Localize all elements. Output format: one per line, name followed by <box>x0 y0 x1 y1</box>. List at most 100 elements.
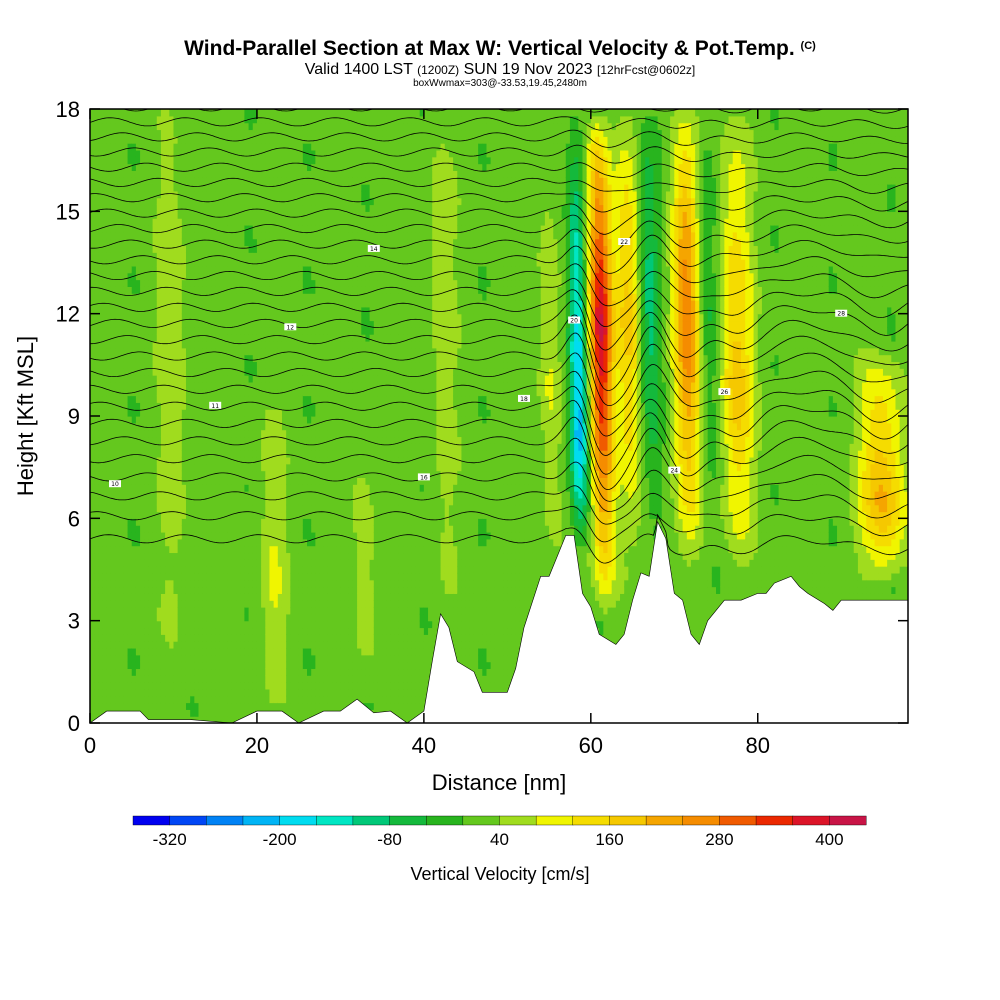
field-cell <box>156 416 162 424</box>
field-cell <box>223 238 229 247</box>
field-cell <box>119 525 124 533</box>
field-cell <box>269 211 275 219</box>
field-cell <box>156 265 162 274</box>
field-cell <box>98 286 104 294</box>
field-cell <box>98 109 104 117</box>
field-cell <box>102 184 108 192</box>
field-cell <box>252 566 258 574</box>
field-cell <box>165 197 170 206</box>
field-cell <box>219 422 225 431</box>
field-cell <box>148 340 154 349</box>
field-cell <box>252 231 258 240</box>
field-cell <box>152 531 158 540</box>
field-cell <box>165 552 170 560</box>
field-cell <box>98 381 104 390</box>
field-cell <box>106 306 112 315</box>
field-cell <box>269 702 275 710</box>
field-cell <box>106 627 112 635</box>
field-cell <box>240 231 246 240</box>
field-cell <box>98 238 104 247</box>
field-cell <box>177 675 183 683</box>
field-cell <box>102 231 108 240</box>
field-cell <box>185 224 191 233</box>
field-cell <box>290 647 296 656</box>
field-cell <box>290 293 296 301</box>
field-cell <box>148 675 154 683</box>
field-cell <box>110 484 116 492</box>
field-cell <box>211 218 216 226</box>
field-cell <box>198 607 204 615</box>
field-cell <box>211 647 216 656</box>
field-cell <box>298 668 304 676</box>
field-cell <box>131 627 137 635</box>
field-cell <box>240 436 246 444</box>
field-cell <box>190 163 195 171</box>
field-cell <box>211 149 216 158</box>
field-cell <box>269 518 275 526</box>
field-cell <box>90 627 95 635</box>
field-cell <box>277 552 283 560</box>
field-cell <box>119 613 124 622</box>
field-cell <box>269 463 275 472</box>
field-cell <box>202 293 208 301</box>
field-cell <box>165 306 170 315</box>
field-cell <box>219 381 225 390</box>
field-cell <box>252 436 258 444</box>
field-cell <box>311 484 316 492</box>
field-cell <box>311 552 316 560</box>
field-cell <box>302 238 308 247</box>
field-cell <box>94 538 99 547</box>
field-cell <box>298 334 304 342</box>
field-cell <box>240 313 246 322</box>
field-cell <box>169 620 175 629</box>
field-cell <box>248 675 254 683</box>
field-cell <box>106 327 112 335</box>
field-cell <box>231 306 237 315</box>
field-cell <box>90 211 95 219</box>
field-cell <box>307 361 312 369</box>
field-cell <box>223 709 229 717</box>
field-cell <box>252 661 258 670</box>
field-cell <box>194 334 200 342</box>
field-cell <box>194 327 200 335</box>
field-cell <box>240 320 246 328</box>
field-cell <box>236 327 241 335</box>
field-cell <box>231 327 237 335</box>
field-cell <box>123 327 129 335</box>
field-cell <box>227 695 233 704</box>
field-cell <box>281 122 287 131</box>
field-cell <box>269 572 275 581</box>
field-cell <box>123 661 129 670</box>
field-cell <box>194 204 200 212</box>
field-cell <box>152 327 158 335</box>
field-cell <box>135 552 141 560</box>
field-cell <box>94 695 99 704</box>
field-cell <box>173 456 179 465</box>
field-cell <box>206 470 212 478</box>
field-cell <box>165 395 170 403</box>
field-cell <box>185 613 191 622</box>
field-cell <box>219 702 225 710</box>
field-cell <box>307 661 312 670</box>
field-cell <box>236 531 241 540</box>
field-cell <box>194 388 200 397</box>
field-cell <box>198 647 204 656</box>
field-cell <box>123 484 129 492</box>
field-cell <box>115 300 120 308</box>
field-cell <box>302 259 308 267</box>
field-cell <box>307 450 312 458</box>
field-cell <box>152 572 158 581</box>
field-cell <box>98 361 104 369</box>
field-cell <box>160 388 166 397</box>
field-cell <box>269 231 275 240</box>
field-cell <box>152 354 158 363</box>
field-cell <box>144 675 150 683</box>
field-cell <box>223 245 229 253</box>
field-cell <box>273 443 279 451</box>
field-cell <box>135 572 141 581</box>
field-cell <box>144 661 150 670</box>
field-cell <box>181 279 187 287</box>
field-cell <box>169 361 175 369</box>
field-cell <box>140 456 145 465</box>
field-cell <box>177 566 183 574</box>
